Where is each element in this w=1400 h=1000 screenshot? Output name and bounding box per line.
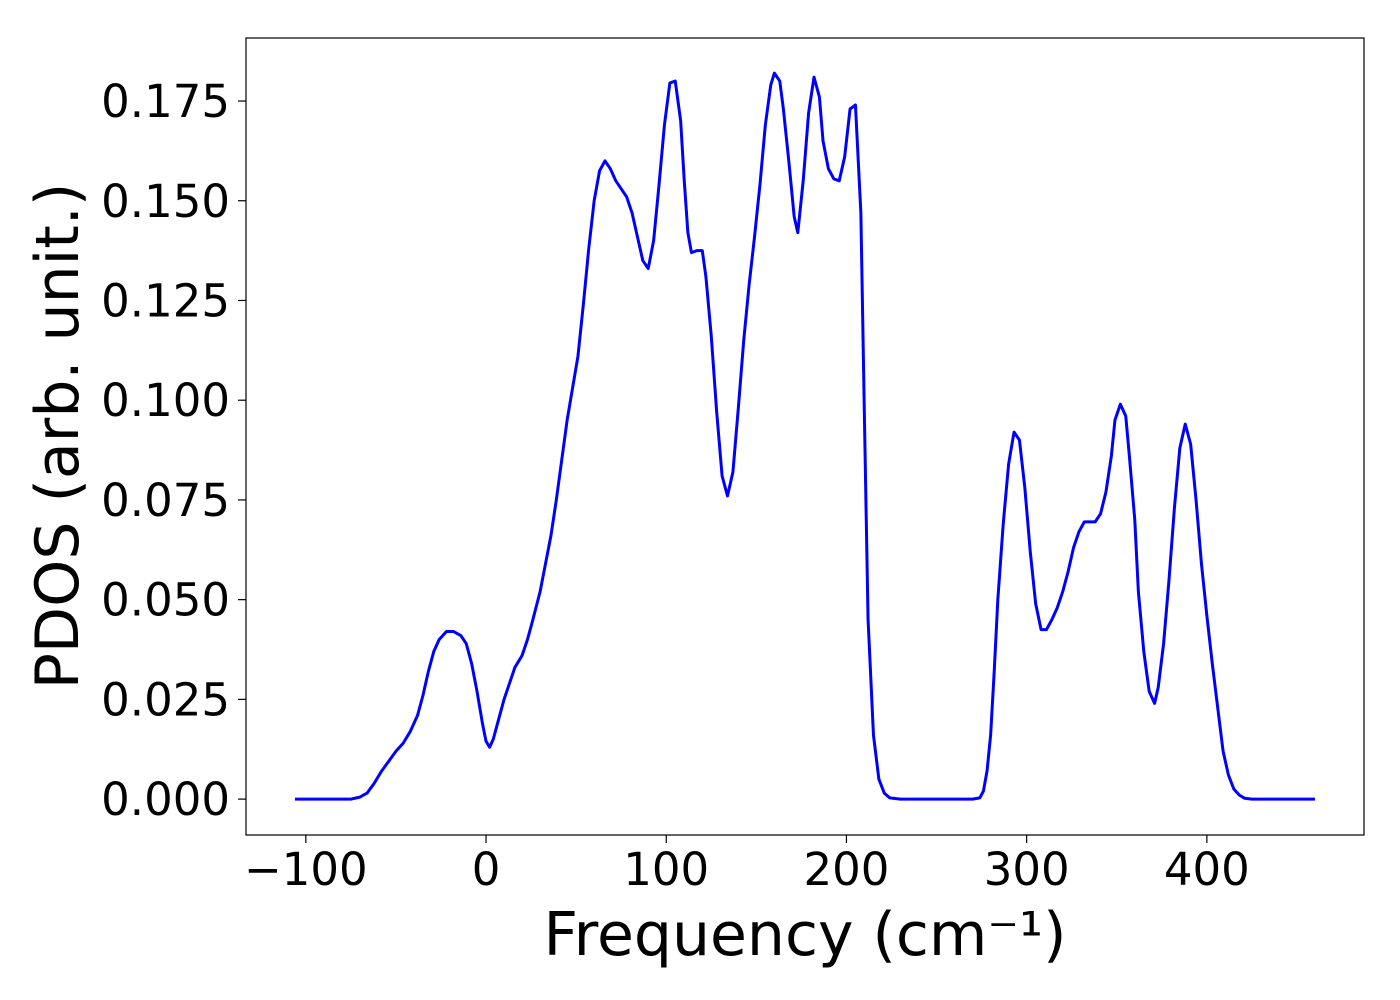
plot-frame bbox=[245, 37, 1365, 836]
x-tick-label: −100 bbox=[244, 843, 368, 896]
y-tick-label: 0.025 bbox=[101, 673, 230, 726]
x-tick-label: 200 bbox=[803, 843, 889, 896]
y-tick-label: 0.075 bbox=[101, 474, 230, 527]
y-tick-label: 0.175 bbox=[101, 75, 230, 128]
x-tick-label: 100 bbox=[623, 843, 709, 896]
y-tick-label: 0.125 bbox=[101, 274, 230, 327]
y-tick-label: 0.050 bbox=[101, 574, 230, 627]
x-tick-label: 400 bbox=[1164, 843, 1250, 896]
y-tick-label: 0.000 bbox=[101, 773, 230, 826]
y-tick-label: 0.100 bbox=[101, 374, 230, 427]
x-tick-label: 300 bbox=[984, 843, 1070, 896]
x-axis-label: Frequency (cm⁻¹) bbox=[543, 900, 1066, 970]
y-axis-label: PDOS (arb. unit.) bbox=[23, 183, 93, 690]
line-series bbox=[295, 71, 1315, 801]
y-tick-label: 0.150 bbox=[101, 175, 230, 228]
x-tick-label: 0 bbox=[472, 843, 501, 896]
